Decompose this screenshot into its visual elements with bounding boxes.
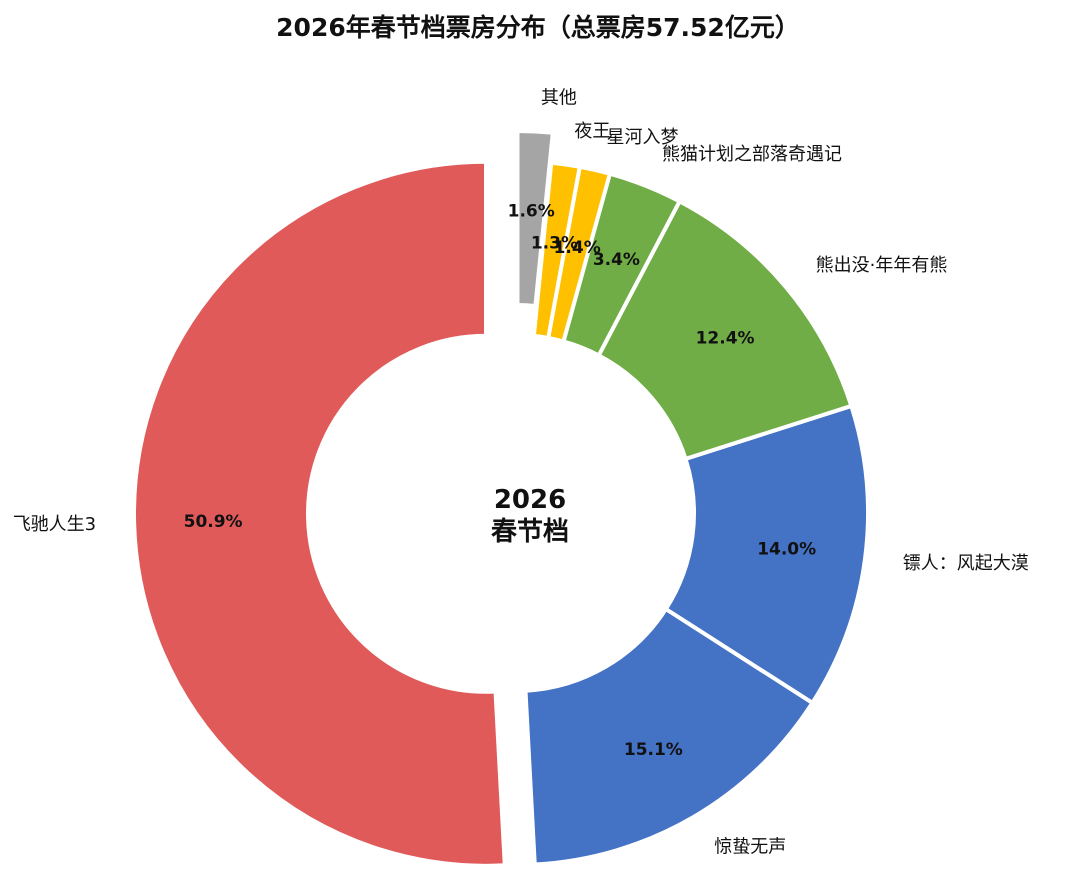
pct-label: 15.1% <box>624 740 683 760</box>
slice--3 <box>132 159 507 868</box>
pct-label: 1.6% <box>508 201 555 221</box>
pct-label: 1.3% <box>531 234 578 254</box>
category-label: 惊蛰无声 <box>714 837 786 858</box>
slice-- <box>596 198 854 462</box>
slice-- <box>531 160 583 341</box>
pct-label: 1.4% <box>554 238 601 258</box>
category-label: 飞驰人生3 <box>13 514 96 535</box>
labels-group: 50.9% 飞驰人生3 15.1% 惊蛰无声 14.0% 镖人：风起大漠 12.4% 熊出没·… <box>13 88 1029 858</box>
category-label: 夜王 <box>574 121 610 142</box>
category-label: 其他 <box>541 88 577 109</box>
category-label: 镖人：风起大漠 <box>903 553 1029 574</box>
pct-label: 14.0% <box>757 539 816 559</box>
pct-label: 12.4% <box>696 328 755 348</box>
pct-label: 3.4% <box>593 250 640 270</box>
pct-label: 50.9% <box>184 512 243 532</box>
center-text-year: 2026 <box>494 485 566 515</box>
category-label: 熊出没·年年有熊 <box>816 255 948 276</box>
category-label: 星河入梦 <box>606 127 678 148</box>
category-label: 熊猫计划之部落奇遇记 <box>662 144 842 165</box>
center-text-season: 春节档 <box>491 517 569 547</box>
slice-- <box>523 606 816 867</box>
chart-title: 2026年春节档票房分布（总票房57.52亿元） <box>276 13 800 42</box>
slices-group <box>132 129 870 868</box>
slice-- <box>515 129 555 309</box>
slice-- <box>663 403 870 706</box>
